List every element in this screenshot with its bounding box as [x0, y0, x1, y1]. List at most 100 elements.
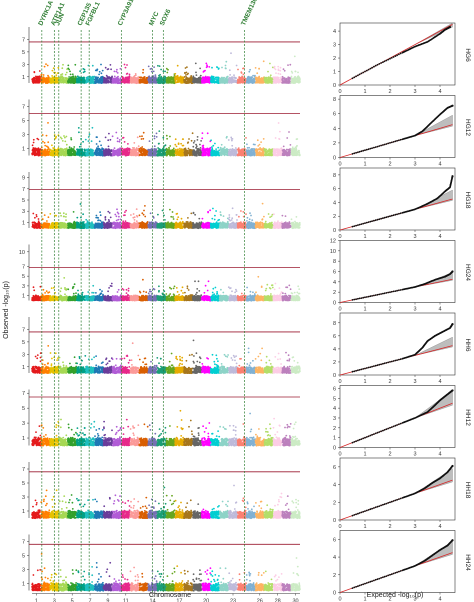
snp-point [97, 145, 99, 148]
snp-point [86, 152, 89, 156]
snp-point [94, 81, 97, 84]
snp-point [176, 64, 179, 67]
snp-point [196, 136, 199, 138]
snp-point [91, 64, 94, 67]
snp-point [61, 140, 64, 142]
snp-point [101, 69, 104, 72]
snp-point [118, 140, 121, 143]
snp-point [100, 81, 103, 84]
snp-point [219, 151, 222, 154]
snp-point [225, 79, 228, 82]
snp-point [263, 149, 266, 152]
snp-point [204, 78, 207, 81]
snp-point [78, 154, 81, 157]
snp-point [242, 77, 245, 80]
snp-point [64, 79, 68, 83]
snp-point [142, 137, 145, 140]
snp-point [125, 73, 128, 75]
snp-point [222, 80, 225, 83]
snp-point [216, 153, 219, 156]
snp-point [109, 138, 112, 141]
snp-point [249, 80, 252, 83]
snp-point [60, 148, 63, 152]
snp-point [183, 81, 186, 84]
snp-point [83, 81, 86, 84]
snp-point [89, 77, 92, 80]
snp-point [192, 80, 195, 83]
snp-point [233, 74, 235, 77]
snp-point [58, 81, 61, 84]
snp-point [68, 76, 70, 78]
snp-point [98, 70, 101, 73]
snp-point [256, 153, 259, 156]
snp-point [64, 154, 67, 157]
snp-point [62, 63, 64, 66]
snp-point [71, 73, 74, 76]
snp-point [217, 146, 220, 149]
snp-point [45, 134, 48, 137]
snp-point [70, 138, 73, 141]
snp-point [184, 151, 187, 155]
snp-point [123, 141, 126, 143]
snp-point [92, 76, 95, 80]
snp-point [64, 151, 67, 154]
snp-point [106, 68, 109, 71]
snp-point [169, 135, 171, 138]
snp-point [61, 79, 64, 82]
snp-point [162, 70, 165, 73]
snp-point [92, 80, 95, 83]
snp-point [257, 76, 260, 79]
snp-point [199, 74, 202, 77]
snp-point [276, 154, 279, 157]
snp-point [122, 136, 125, 139]
snp-point [64, 140, 67, 143]
snp-point [211, 147, 214, 150]
snp-point [116, 140, 119, 143]
snp-point [223, 146, 226, 149]
snp-point [208, 66, 211, 68]
snp-point [116, 72, 119, 74]
snp-point [195, 154, 198, 157]
snp-point [121, 77, 124, 81]
snp-point [40, 73, 43, 76]
snp-point [76, 75, 79, 78]
snp-point [242, 149, 245, 152]
snp-point [114, 81, 117, 84]
snp-point [230, 152, 233, 155]
snp-point [171, 81, 174, 84]
snp-point [123, 152, 126, 155]
snp-point [149, 68, 152, 70]
snp-point [89, 81, 92, 84]
snp-point [47, 141, 50, 144]
snp-point [247, 78, 250, 81]
snp-point [116, 68, 118, 71]
snp-point [279, 69, 282, 72]
snp-point [158, 130, 161, 133]
snp-point [148, 78, 151, 81]
snp-point [123, 78, 126, 81]
snp-point [265, 76, 268, 80]
snp-point [129, 76, 133, 79]
snp-point [267, 80, 270, 83]
snp-point [148, 140, 151, 143]
snp-point [277, 148, 280, 151]
snp-point [75, 76, 77, 78]
snp-point [196, 81, 199, 84]
snp-point [271, 66, 274, 69]
snp-point [115, 70, 118, 73]
snp-point [124, 66, 127, 69]
snp-point [49, 148, 52, 151]
snp-point [228, 153, 231, 157]
snp-point [192, 145, 195, 148]
snp-point [205, 62, 208, 65]
snp-point [224, 67, 227, 70]
snp-point [62, 151, 65, 154]
snp-point [153, 149, 156, 152]
y-tick-label: 1 [22, 147, 25, 153]
snp-point [252, 143, 255, 146]
snp-point [38, 70, 41, 72]
snp-point [59, 136, 62, 139]
snp-point [252, 74, 255, 77]
snp-point [167, 81, 170, 84]
snp-point [173, 154, 176, 157]
